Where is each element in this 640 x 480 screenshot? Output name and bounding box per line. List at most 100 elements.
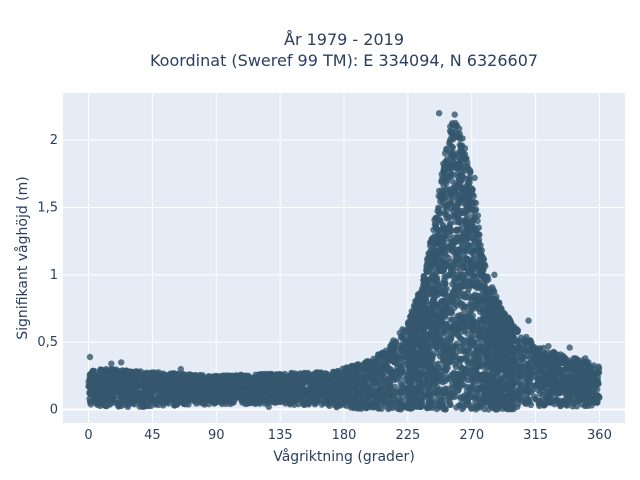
scatter-point xyxy=(326,402,333,409)
scatter-point xyxy=(204,377,212,385)
scatter-point xyxy=(398,389,405,396)
scatter-point xyxy=(90,390,97,397)
scatter-point xyxy=(519,391,526,399)
scatter-point xyxy=(285,378,293,385)
scatter-point xyxy=(549,379,557,386)
scatter-point xyxy=(300,401,307,408)
scatter-point xyxy=(138,372,145,379)
scatter-point xyxy=(168,390,175,398)
scatter-point xyxy=(110,383,118,390)
scatter-point xyxy=(275,380,283,388)
scatter-point xyxy=(343,402,350,409)
scatter-point xyxy=(304,397,312,404)
scatter-point xyxy=(570,400,577,407)
scatter-point xyxy=(396,342,403,349)
scatter-point xyxy=(371,379,378,387)
scatter-point xyxy=(199,375,206,382)
scatter-point xyxy=(104,367,111,374)
scatter-point xyxy=(277,387,285,394)
scatter-point xyxy=(594,373,601,380)
scatter-point xyxy=(386,368,393,376)
scatter-point xyxy=(373,389,380,397)
scatter-point xyxy=(550,386,557,393)
scatter-point xyxy=(295,389,302,396)
scatter-point xyxy=(324,394,331,401)
scatter-point xyxy=(556,390,563,397)
scatter-point xyxy=(584,383,591,391)
scatter-point xyxy=(112,370,119,377)
scatter-point xyxy=(288,370,295,378)
scatter-point xyxy=(337,376,344,383)
scatter-point xyxy=(101,402,108,409)
scatter-point xyxy=(390,337,397,344)
scatter-point xyxy=(298,372,306,379)
scatter-point xyxy=(526,361,533,368)
scatter-point xyxy=(320,385,327,393)
scatter-point xyxy=(370,355,377,362)
chart-title: År 1979 - 2019 xyxy=(284,30,404,49)
scatter-point xyxy=(113,376,120,383)
scatter-point xyxy=(227,400,234,408)
scatter-point xyxy=(567,386,574,393)
scatter-point xyxy=(190,378,197,385)
scatter-point xyxy=(234,393,241,401)
scatter-point xyxy=(304,369,312,377)
scatter-point xyxy=(182,382,189,389)
scatter-point xyxy=(352,396,359,404)
scatter-point xyxy=(106,401,113,408)
scatter-point xyxy=(563,379,570,386)
scatter-point xyxy=(361,401,368,408)
scatter-point xyxy=(236,387,244,394)
scatter-point xyxy=(336,395,344,402)
scatter-point xyxy=(272,374,280,381)
scatter-point xyxy=(94,395,101,403)
scatter-point xyxy=(346,373,353,380)
scatter-point xyxy=(225,383,232,390)
scatter-point xyxy=(173,385,180,392)
scatter-point xyxy=(544,381,551,388)
scatter-point xyxy=(157,391,165,399)
scatter-point xyxy=(369,361,377,368)
scatter-point xyxy=(283,387,290,395)
scatter-point xyxy=(399,398,406,405)
scatter-point xyxy=(517,380,524,387)
scatter-point xyxy=(580,370,587,377)
scatter-point xyxy=(522,336,529,343)
scatter-point xyxy=(361,379,369,386)
scatter-point xyxy=(159,397,166,404)
scatter-point xyxy=(257,379,264,387)
scatter-points xyxy=(85,110,603,413)
scatter-point xyxy=(535,401,542,408)
scatter-point xyxy=(374,359,382,366)
scatter-point xyxy=(111,394,118,402)
scatter-point xyxy=(391,373,398,380)
scatter-point xyxy=(250,388,258,395)
scatter-point xyxy=(464,330,471,337)
scatter-point xyxy=(524,395,531,403)
scatter-point xyxy=(133,384,140,391)
scatter-point xyxy=(534,349,541,356)
scatter-point xyxy=(185,371,192,378)
scatter-point xyxy=(213,399,220,406)
scatter-point xyxy=(583,398,590,406)
scatter-point xyxy=(321,379,328,386)
scatter-point xyxy=(157,381,164,388)
scatter-point xyxy=(579,391,586,398)
scatter-point xyxy=(557,371,564,378)
scatter-point xyxy=(167,382,175,390)
scatter-point xyxy=(200,393,208,400)
scatter-point xyxy=(526,354,533,361)
scatter-point xyxy=(527,401,535,408)
scatter-point xyxy=(549,398,556,406)
scatter-point xyxy=(213,390,220,397)
scatter-point xyxy=(392,356,400,364)
scatter-point xyxy=(387,387,395,394)
scatter-point xyxy=(254,397,261,404)
scatter-point xyxy=(239,375,246,382)
scatter-point xyxy=(124,403,132,410)
scatter-point xyxy=(205,400,212,408)
scatter-point xyxy=(119,386,127,393)
scatter-point xyxy=(580,378,587,385)
scatter-point xyxy=(168,371,175,378)
